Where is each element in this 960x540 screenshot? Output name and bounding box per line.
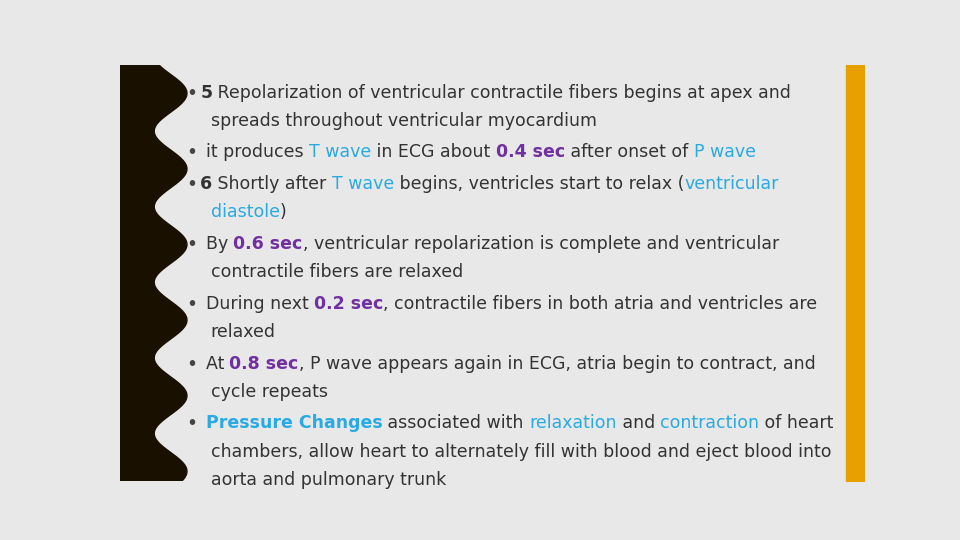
Text: T wave: T wave bbox=[309, 144, 371, 161]
Text: cycle repeats: cycle repeats bbox=[211, 383, 327, 401]
Text: aorta and pulmonary trunk: aorta and pulmonary trunk bbox=[211, 471, 446, 489]
Text: relaxation: relaxation bbox=[529, 415, 616, 433]
Text: , P wave appears again in ECG, atria begin to contract, and: , P wave appears again in ECG, atria beg… bbox=[299, 355, 815, 373]
Text: it produces: it produces bbox=[205, 144, 309, 161]
Text: •: • bbox=[186, 144, 198, 163]
Text: relaxed: relaxed bbox=[211, 323, 276, 341]
Text: after onset of: after onset of bbox=[564, 144, 693, 161]
Text: 0.2 sec: 0.2 sec bbox=[314, 295, 383, 313]
Text: Pressure Changes: Pressure Changes bbox=[205, 415, 382, 433]
Text: 0.4 sec: 0.4 sec bbox=[495, 144, 564, 161]
Text: T wave: T wave bbox=[332, 175, 395, 193]
Text: diastole: diastole bbox=[211, 203, 279, 221]
Text: chambers, allow heart to alternately fill with blood and eject blood into: chambers, allow heart to alternately fil… bbox=[211, 443, 831, 461]
Text: •: • bbox=[186, 415, 198, 434]
Text: Repolarization of ventricular contractile fibers begins at apex and: Repolarization of ventricular contractil… bbox=[212, 84, 791, 102]
Text: 0.8 sec: 0.8 sec bbox=[229, 355, 299, 373]
Text: , contractile fibers in both atria and ventricles are: , contractile fibers in both atria and v… bbox=[383, 295, 817, 313]
Text: of heart: of heart bbox=[759, 415, 834, 433]
Text: P wave: P wave bbox=[693, 144, 756, 161]
Text: At: At bbox=[205, 355, 229, 373]
Text: Shortly after: Shortly after bbox=[212, 175, 332, 193]
Text: By: By bbox=[205, 235, 233, 253]
Text: , ventricular repolarization is complete and ventricular: , ventricular repolarization is complete… bbox=[302, 235, 779, 253]
Text: 6: 6 bbox=[201, 175, 212, 193]
Text: contractile fibers are relaxed: contractile fibers are relaxed bbox=[211, 263, 463, 281]
Text: spreads throughout ventricular myocardium: spreads throughout ventricular myocardiu… bbox=[211, 112, 597, 130]
Text: ventricular: ventricular bbox=[684, 175, 780, 193]
Text: •: • bbox=[186, 175, 198, 194]
Polygon shape bbox=[120, 65, 187, 481]
Text: in ECG about: in ECG about bbox=[371, 144, 495, 161]
Text: associated with: associated with bbox=[382, 415, 529, 433]
Text: During next: During next bbox=[205, 295, 314, 313]
Text: •: • bbox=[186, 235, 198, 254]
Text: and: and bbox=[616, 415, 660, 433]
Text: •: • bbox=[186, 355, 198, 374]
Text: ): ) bbox=[279, 203, 286, 221]
Text: begins, ventricles start to relax (: begins, ventricles start to relax ( bbox=[395, 175, 684, 193]
Text: 5: 5 bbox=[201, 84, 212, 102]
Text: •: • bbox=[186, 295, 198, 314]
Text: 0.6 sec: 0.6 sec bbox=[233, 235, 302, 253]
Text: •: • bbox=[186, 84, 198, 103]
Text: contraction: contraction bbox=[660, 415, 759, 433]
